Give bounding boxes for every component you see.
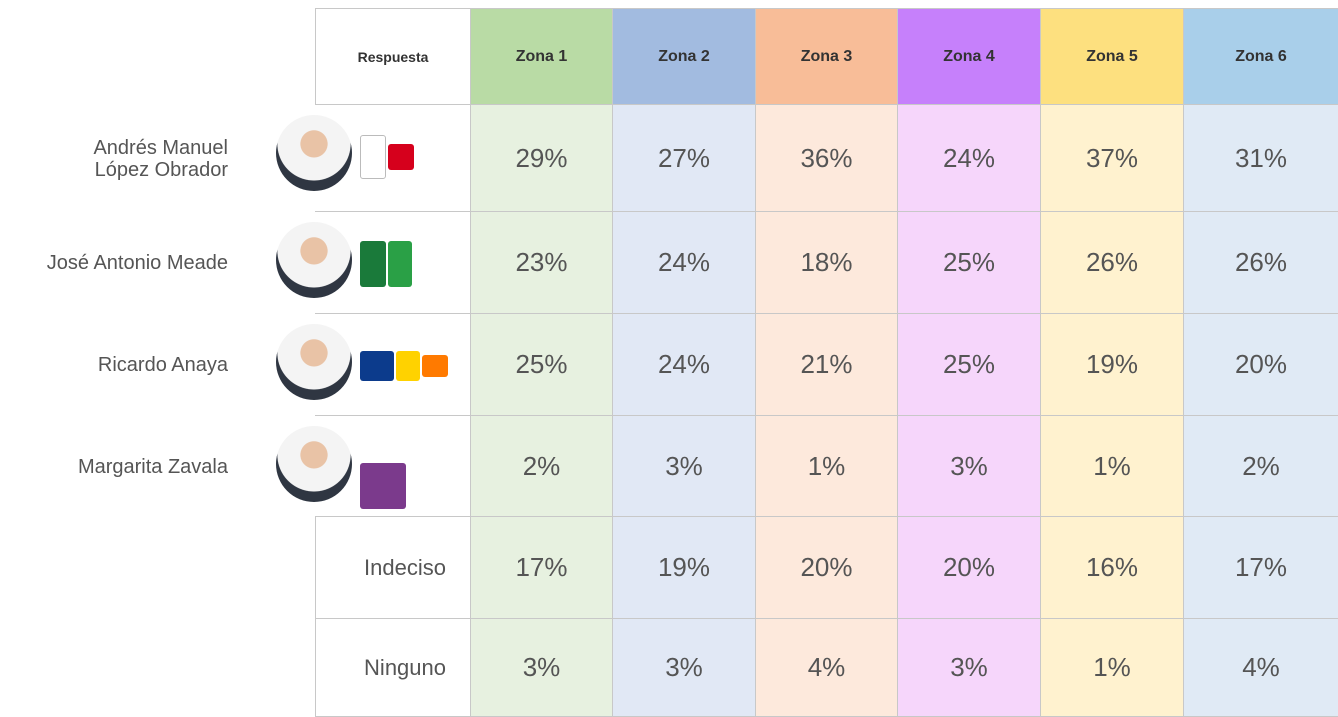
answer-cell — [315, 416, 470, 517]
value-cell: 27% — [612, 105, 755, 212]
header-cell: Respuesta — [315, 8, 470, 105]
value-cell: 37% — [1040, 105, 1183, 212]
results-table: RespuestaZona 1Zona 2Zona 3Zona 4Zona 5Z… — [0, 0, 1338, 717]
value-cell: 3% — [612, 416, 755, 517]
candidate-name: Ricardo Anaya — [0, 314, 228, 416]
value-cell: 3% — [897, 619, 1040, 717]
answer-cell — [315, 105, 470, 212]
value-cell: 1% — [1040, 619, 1183, 717]
value-cell: 3% — [470, 619, 612, 717]
value-cell: 25% — [897, 314, 1040, 416]
value-cell: 24% — [612, 212, 755, 314]
value-cell: 25% — [897, 212, 1040, 314]
value-cell: 3% — [612, 619, 755, 717]
value-cell: 31% — [1183, 105, 1338, 212]
answer-cell — [315, 314, 470, 416]
value-cell: 29% — [470, 105, 612, 212]
zone-header: Zona 5 — [1040, 8, 1183, 105]
candidate-name: José Antonio Meade — [0, 212, 228, 314]
value-cell: 19% — [1040, 314, 1183, 416]
value-cell: 36% — [755, 105, 897, 212]
value-cell: 26% — [1040, 212, 1183, 314]
zone-header: Zona 1 — [470, 8, 612, 105]
page: RespuestaZona 1Zona 2Zona 3Zona 4Zona 5Z… — [0, 0, 1338, 717]
value-cell: 25% — [470, 314, 612, 416]
name-line: Ricardo Anaya — [0, 354, 228, 376]
value-cell: 4% — [1183, 619, 1338, 717]
value-cell: 24% — [612, 314, 755, 416]
value-cell: 1% — [1040, 416, 1183, 517]
value-cell: 20% — [897, 517, 1040, 619]
name-line: José Antonio Meade — [0, 252, 228, 274]
name-line: Margarita Zavala — [0, 456, 228, 478]
zone-header: Zona 6 — [1183, 8, 1338, 105]
value-cell: 4% — [755, 619, 897, 717]
value-cell: 3% — [897, 416, 1040, 517]
name-line: López Obrador — [0, 159, 228, 181]
zone-header: Zona 4 — [897, 8, 1040, 105]
answer-cell — [315, 212, 470, 314]
value-cell: 26% — [1183, 212, 1338, 314]
value-cell: 17% — [470, 517, 612, 619]
value-cell: 2% — [1183, 416, 1338, 517]
zone-header: Zona 2 — [612, 8, 755, 105]
answer-label: Ninguno — [315, 619, 470, 717]
value-cell: 19% — [612, 517, 755, 619]
value-cell: 20% — [755, 517, 897, 619]
value-cell: 17% — [1183, 517, 1338, 619]
candidate-name: Margarita Zavala — [0, 416, 228, 517]
value-cell: 18% — [755, 212, 897, 314]
value-cell: 16% — [1040, 517, 1183, 619]
value-cell: 20% — [1183, 314, 1338, 416]
value-cell: 21% — [755, 314, 897, 416]
value-cell: 24% — [897, 105, 1040, 212]
value-cell: 23% — [470, 212, 612, 314]
name-line: Andrés Manuel — [0, 137, 228, 159]
value-cell: 1% — [755, 416, 897, 517]
zone-header: Zona 3 — [755, 8, 897, 105]
answer-label: Indeciso — [315, 517, 470, 619]
value-cell: 2% — [470, 416, 612, 517]
